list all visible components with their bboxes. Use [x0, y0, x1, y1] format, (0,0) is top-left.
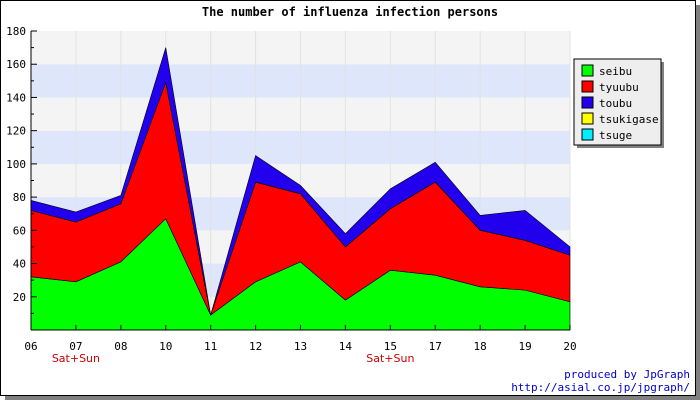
x-tick-label: 13: [294, 340, 307, 353]
y-tick-label: 120: [6, 125, 26, 138]
produced-by-credit: produced by JpGraph: [564, 368, 690, 381]
y-tick-labels: 20 40 60 80 100 120 140 160 180: [6, 25, 26, 304]
legend-label-toubu: toubu: [599, 97, 632, 110]
y-tick-label: 80: [13, 191, 26, 204]
y-tick-label: 100: [6, 158, 26, 171]
area-toubu: [30, 47, 571, 317]
weekend-label: Sat+Sun: [52, 352, 100, 365]
x-tick-label: 06: [24, 340, 37, 353]
x-tick-label: 20: [563, 340, 576, 353]
axes: [30, 30, 571, 331]
jpgraph-url-link[interactable]: http://asial.co.jp/jpgraph/: [511, 381, 690, 394]
y-tick-label: 140: [6, 91, 26, 104]
series-areas: [30, 47, 571, 331]
legend-label-tyuubu: tyuubu: [599, 81, 639, 94]
y-tick-label: 60: [13, 224, 26, 237]
legend-swatch-tsuge: [581, 128, 594, 141]
legend-label-seibu: seibu: [599, 65, 632, 78]
legend: seibu tyuubu toubu tsukigase tsuge: [573, 58, 664, 148]
legend-swatch-tyuubu: [581, 80, 594, 93]
legend-label-tsuge: tsuge: [599, 129, 632, 142]
y-tick-label: 180: [6, 25, 26, 38]
weekend-markers: Sat+Sun Sat+Sun: [52, 352, 415, 365]
x-tick-label: 18: [474, 340, 487, 353]
x-tick-labels: 06 07 08 10 11 12 13 14 15 17 18 19 20: [24, 340, 576, 353]
x-tick-label: 17: [429, 340, 442, 353]
legend-label-tsukigase: tsukigase: [599, 113, 659, 126]
legend-swatch-seibu: [581, 64, 594, 77]
y-tick-label: 40: [13, 258, 26, 271]
x-tick-label: 19: [518, 340, 531, 353]
x-tick-label: 14: [339, 340, 353, 353]
y-tick-label: 160: [6, 58, 26, 71]
x-tick-label: 07: [69, 340, 82, 353]
x-tick-label: 12: [249, 340, 262, 353]
x-tick-label: 08: [114, 340, 127, 353]
x-tick-label: 11: [204, 340, 217, 353]
x-tick-label: 15: [384, 340, 397, 353]
legend-swatch-toubu: [581, 96, 594, 109]
legend-swatch-tsukigase: [581, 112, 594, 125]
chart-title: The number of influenza infection person…: [202, 5, 498, 19]
weekend-label: Sat+Sun: [366, 352, 414, 365]
x-tick-label: 10: [159, 340, 172, 353]
y-tick-label: 20: [13, 291, 26, 304]
